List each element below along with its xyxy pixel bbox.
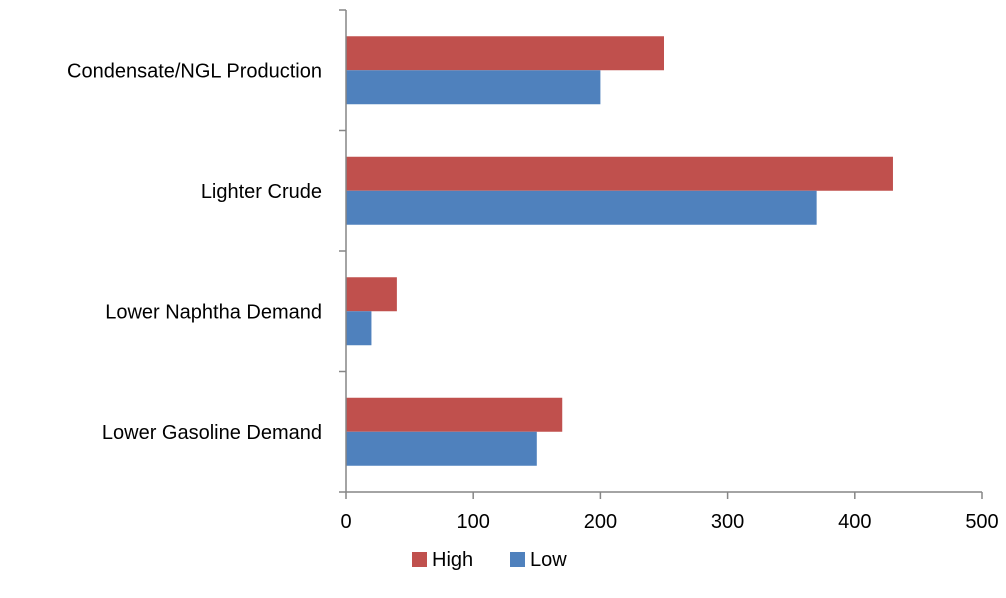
legend-item-high: High bbox=[412, 549, 473, 571]
category-label: Lower Naphtha Demand bbox=[105, 301, 322, 323]
x-tick-labels: 0 100 200 300 400 500 bbox=[340, 511, 998, 533]
x-tick-label: 300 bbox=[711, 511, 744, 533]
bar-low-lower-naphtha-demand bbox=[346, 311, 372, 346]
axes bbox=[339, 9, 983, 499]
x-tick-label: 100 bbox=[457, 511, 490, 533]
bar-high-lower-naphtha-demand bbox=[346, 277, 397, 312]
bar-high-lower-gasoline-demand bbox=[346, 397, 563, 432]
bar-low-lower-gasoline-demand bbox=[346, 431, 537, 466]
legend-item-low: Low bbox=[510, 549, 567, 571]
legend-label: High bbox=[432, 549, 473, 571]
bar-low-lighter-crude bbox=[346, 190, 817, 225]
legend-swatch bbox=[412, 552, 427, 567]
bar-high-lighter-crude bbox=[346, 156, 893, 191]
x-tick-label: 500 bbox=[965, 511, 998, 533]
category-labels: Condensate/NGL Production Lighter Crude Lo… bbox=[67, 60, 322, 444]
legend-swatch bbox=[510, 552, 525, 567]
bars bbox=[346, 36, 893, 466]
bar-high-condensate-ngl-production bbox=[346, 36, 664, 71]
x-tick-label: 0 bbox=[340, 511, 351, 533]
category-label: Lighter Crude bbox=[201, 181, 322, 203]
category-label: Lower Gasoline Demand bbox=[102, 422, 322, 444]
legend: High Low bbox=[412, 549, 567, 571]
x-tick-label: 400 bbox=[838, 511, 871, 533]
bar-low-condensate-ngl-production bbox=[346, 70, 601, 105]
legend-label: Low bbox=[530, 549, 567, 571]
category-label: Condensate/NGL Production bbox=[67, 60, 322, 82]
x-tick-label: 200 bbox=[584, 511, 617, 533]
